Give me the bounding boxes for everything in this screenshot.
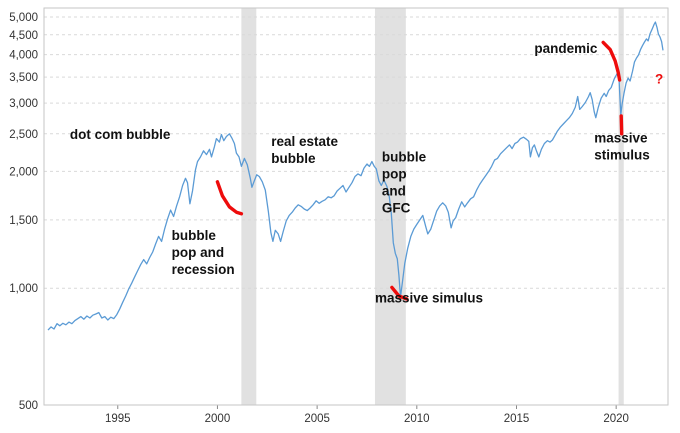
y-tick-label: 4,500 — [9, 30, 38, 42]
massive-stimulus-label: stimulus — [594, 147, 650, 162]
x-tick-label: 2015 — [504, 413, 530, 425]
real-estate-bubble-label: real estate — [271, 134, 338, 149]
y-tick-label: 2,000 — [9, 166, 38, 178]
plot-border — [43, 7, 669, 406]
y-tick-label: 3,500 — [9, 72, 38, 84]
bubble-pop-gfc-label: pop — [382, 166, 407, 181]
pandemic-crash-mark — [601, 40, 622, 82]
dot-com-bubble-label: dot com bubble — [70, 127, 171, 142]
bubble-pop-recession-label: recession — [172, 262, 235, 277]
dotcom-pop-mark — [215, 180, 244, 216]
y-tick-label: 5,000 — [9, 12, 38, 24]
pandemic-label: pandemic — [534, 41, 598, 56]
x-tick-label: 2005 — [304, 413, 330, 425]
y-tick-label: 1,500 — [9, 215, 38, 227]
bubble-pop-recession-label: bubble — [172, 228, 217, 243]
price-line — [47, 21, 664, 331]
recession-band — [241, 8, 257, 405]
question-mark-label: ? — [655, 72, 663, 87]
y-tick-label: 500 — [19, 400, 38, 412]
bubble-pop-gfc-label: bubble — [382, 149, 427, 164]
real-estate-bubble-label: bubble — [271, 151, 316, 166]
x-tick-label: 1995 — [105, 413, 131, 425]
gfc-bottom-mark — [390, 285, 409, 301]
massive-stimulus-label: massive — [594, 130, 648, 145]
y-tick-label: 2,500 — [9, 129, 38, 141]
x-tick-label: 2000 — [205, 413, 231, 425]
y-tick-label: 4,000 — [9, 50, 38, 62]
recession-band — [618, 8, 624, 405]
y-tick-label: 1,000 — [9, 283, 38, 295]
x-tick-label: 2010 — [404, 413, 430, 425]
bubble-pop-gfc-label: GFC — [382, 200, 411, 215]
bubble-pop-recession-label: pop and — [172, 245, 225, 260]
massive-simulus-label: massive simulus — [375, 291, 483, 306]
x-tick-label: 2020 — [603, 413, 629, 425]
bubble-pop-gfc-label: and — [382, 183, 406, 198]
y-tick-label: 3,000 — [9, 98, 38, 110]
stimulus-pointer-mark — [619, 114, 624, 136]
